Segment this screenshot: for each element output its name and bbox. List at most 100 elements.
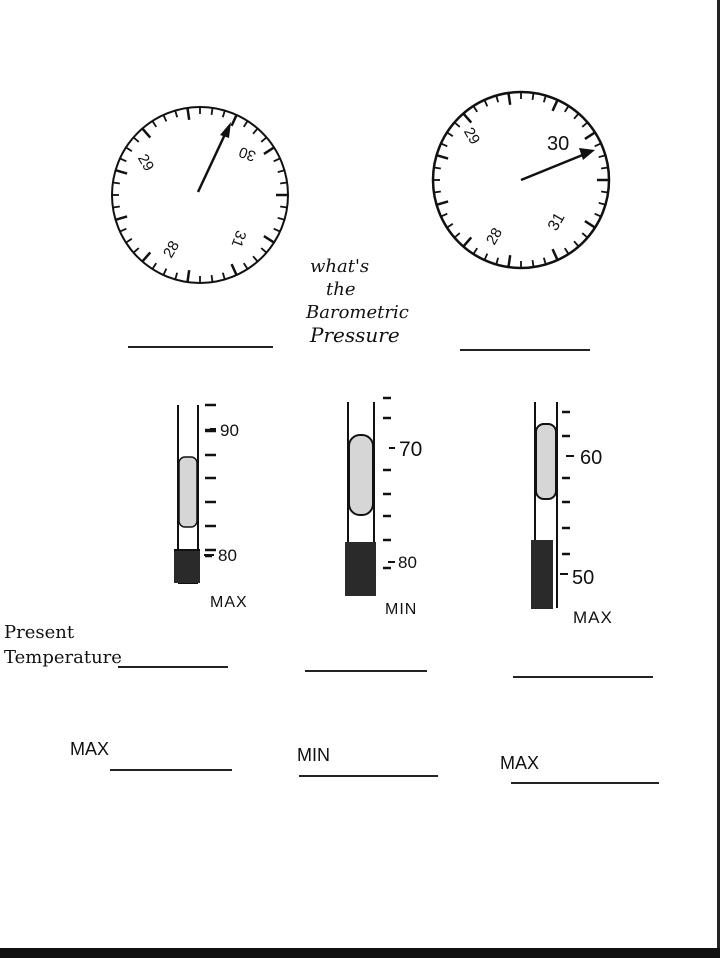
dial-tick bbox=[243, 120, 249, 128]
thermometer-3: 60 50 bbox=[531, 402, 602, 609]
dial-tick bbox=[132, 247, 140, 254]
barometer-label: 29 bbox=[460, 125, 483, 148]
dial-tick bbox=[598, 201, 606, 206]
thermometer-bulb bbox=[174, 550, 200, 583]
thermometer-liquid bbox=[535, 423, 557, 500]
dial-tick bbox=[483, 99, 489, 107]
answer-line-min[interactable] bbox=[299, 775, 438, 777]
page-edge-right bbox=[717, 0, 720, 958]
thermometer-label: 50 bbox=[572, 567, 594, 589]
thermometer-liquid bbox=[178, 456, 198, 528]
dial-tick bbox=[112, 205, 120, 209]
answer-line-temperature-3[interactable] bbox=[513, 676, 653, 678]
dial-tick bbox=[531, 92, 535, 100]
dial-tick bbox=[277, 169, 285, 174]
dial-tick bbox=[263, 146, 275, 155]
dial-tick bbox=[132, 136, 140, 143]
barometer-needle-head bbox=[579, 148, 595, 160]
barometer-1: 29 30 28 31 bbox=[111, 106, 289, 284]
temperature-label: Temperature bbox=[4, 647, 122, 668]
dial-tick bbox=[542, 95, 547, 103]
dial-tick bbox=[594, 212, 602, 218]
dial-tick bbox=[581, 121, 589, 128]
dial-tick bbox=[581, 232, 589, 239]
barometer-label: 29 bbox=[134, 151, 157, 174]
barometer-needle bbox=[196, 129, 229, 193]
dial-tick bbox=[252, 255, 259, 263]
dial-tick bbox=[462, 236, 473, 248]
dial-tick bbox=[433, 190, 441, 194]
answer-line-temperature-1[interactable] bbox=[118, 666, 228, 668]
dial-tick bbox=[112, 181, 120, 185]
answer-line-temperature-2[interactable] bbox=[305, 670, 427, 672]
barometer-needle bbox=[520, 152, 586, 182]
dial-tick bbox=[542, 257, 547, 265]
heading-line1: what's bbox=[310, 256, 370, 277]
dial-tick bbox=[119, 227, 127, 233]
answer-line-barometer-1[interactable] bbox=[128, 346, 273, 348]
dial-tick bbox=[594, 142, 602, 148]
dial-tick bbox=[436, 154, 449, 160]
answer-line-max-1[interactable] bbox=[110, 769, 232, 771]
answer-label-min: MIN bbox=[297, 745, 330, 765]
thermometer-2: 70 80 bbox=[345, 396, 422, 596]
dial-tick bbox=[125, 146, 133, 152]
thermometer-liquid bbox=[348, 434, 374, 516]
thermometer-caption: MAX bbox=[573, 608, 613, 627]
barometer-label: 31 bbox=[228, 228, 250, 249]
dial-tick bbox=[162, 114, 168, 122]
dial-tick bbox=[273, 157, 281, 163]
barometer-label: 31 bbox=[545, 210, 569, 234]
dial-tick bbox=[495, 257, 500, 265]
answer-line-max-2[interactable] bbox=[511, 782, 659, 784]
dial-tick bbox=[115, 169, 128, 175]
dial-tick bbox=[453, 232, 461, 239]
answer-label-max-2: MAX bbox=[500, 753, 540, 773]
answer-line-barometer-2[interactable] bbox=[460, 349, 590, 351]
dial-tick bbox=[151, 262, 157, 270]
dial-tick bbox=[462, 112, 473, 124]
dial-tick bbox=[151, 120, 157, 128]
dial-tick bbox=[564, 247, 570, 255]
dial-tick bbox=[221, 272, 226, 280]
thermometer-label: 70 bbox=[399, 438, 422, 461]
heading: what's the Barometric Pressure bbox=[300, 255, 450, 347]
dial-tick bbox=[210, 107, 214, 115]
barometer-2: 29 30 28 31 bbox=[431, 90, 611, 270]
dial-tick bbox=[584, 131, 596, 140]
dial-tick bbox=[186, 270, 191, 283]
dial-tick bbox=[280, 205, 288, 209]
thermometer-label: 90 bbox=[220, 421, 239, 440]
page-edge-bottom bbox=[0, 948, 720, 958]
dial-tick bbox=[601, 166, 609, 170]
dial-tick bbox=[483, 253, 489, 261]
dial-tick bbox=[584, 220, 596, 229]
thermometer-label: 80 bbox=[398, 553, 417, 572]
dial-tick bbox=[440, 142, 448, 148]
dial-tick bbox=[446, 131, 454, 137]
dial-tick bbox=[210, 275, 214, 283]
dial-tick bbox=[174, 110, 179, 118]
dial-tick bbox=[141, 127, 152, 139]
thermometer-bulb bbox=[531, 540, 553, 609]
dial-tick bbox=[601, 190, 609, 194]
thermometer-caption: MIN bbox=[385, 601, 418, 618]
thermometer-caption: MAX bbox=[210, 594, 248, 611]
dial-tick bbox=[174, 272, 179, 280]
dial-tick bbox=[119, 157, 127, 163]
dial-tick bbox=[186, 107, 191, 120]
barometer-label: 28 bbox=[483, 225, 506, 248]
dial-tick bbox=[472, 105, 478, 113]
answer-label-max-1: MAX bbox=[70, 739, 110, 759]
dial-tick bbox=[260, 247, 268, 254]
barometer-needle-head bbox=[220, 122, 231, 138]
thermometer-label: 80 bbox=[218, 546, 237, 565]
barometer-label: 30 bbox=[547, 133, 569, 155]
heading-line4: Pressure bbox=[310, 323, 400, 347]
heading-line2: the bbox=[326, 279, 356, 300]
dial-tick bbox=[507, 255, 512, 268]
barometer-label: 28 bbox=[160, 238, 183, 261]
dial-tick bbox=[551, 99, 559, 112]
dial-tick bbox=[230, 263, 238, 276]
dial-tick bbox=[472, 247, 478, 255]
